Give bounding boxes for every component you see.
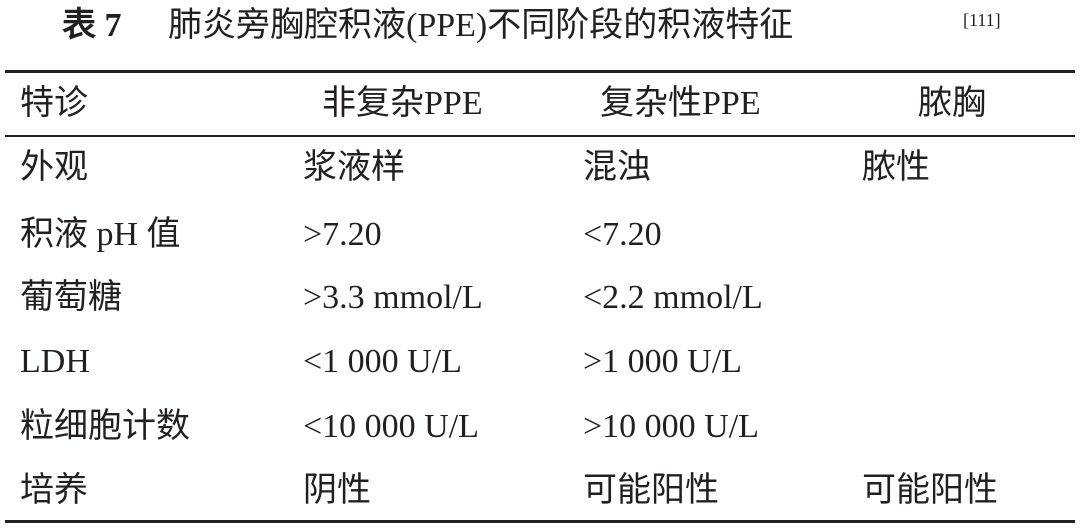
table-cell: >10 000 U/L [583, 408, 759, 445]
table-cell: 葡萄糖 [20, 279, 122, 316]
table-cell: 浆液样 [303, 149, 405, 186]
table-cell: >1 000 U/L [583, 343, 742, 380]
table-label: 表 7 [62, 7, 122, 44]
header-cell: 非复杂PPE [322, 85, 483, 122]
header-rule [5, 135, 1075, 137]
header-cell: 特诊 [20, 85, 88, 122]
table-cell: 积液 pH 值 [20, 216, 181, 253]
table-cell: <2.2 mmol/L [583, 279, 763, 316]
table-cell: <7.20 [583, 216, 662, 253]
table-cell: 可能阳性 [862, 472, 998, 509]
table-cell: 培养 [20, 472, 88, 509]
table-cell: 外观 [20, 149, 88, 186]
table-cell: 可能阳性 [583, 472, 719, 509]
table-cell: 混浊 [583, 149, 651, 186]
table-cell: >3.3 mmol/L [303, 279, 483, 316]
header-cell: 脓胸 [918, 85, 986, 122]
table-cell: <1 000 U/L [303, 343, 462, 380]
table-cell: 阴性 [303, 472, 371, 509]
table-title: 肺炎旁胸腔积液(PPE)不同阶段的积液特征 [168, 7, 794, 44]
top-rule [5, 70, 1075, 73]
table-cell: 粒细胞计数 [20, 408, 190, 445]
table-cell: >7.20 [303, 216, 382, 253]
table-cell: <10 000 U/L [303, 408, 479, 445]
reference: [111] [963, 10, 1001, 30]
table-cell: 脓性 [862, 149, 930, 186]
bottom-rule [5, 520, 1075, 523]
table-cell: LDH [20, 343, 90, 380]
header-cell: 复杂性PPE [600, 85, 761, 122]
